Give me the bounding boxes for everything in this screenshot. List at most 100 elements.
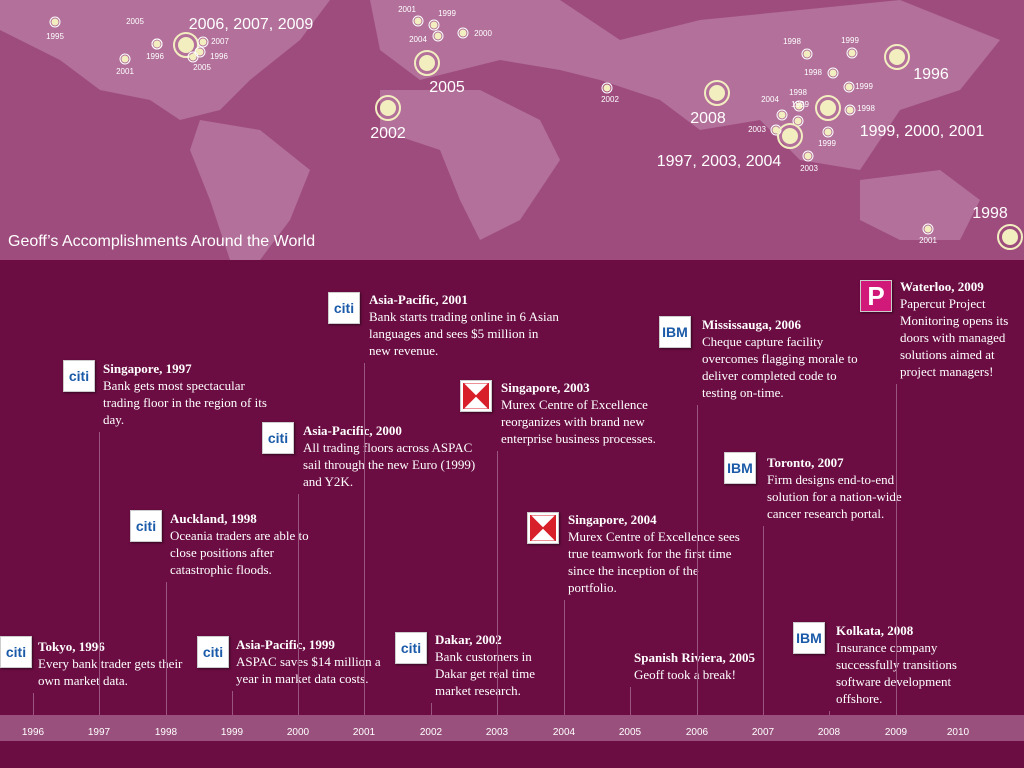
marker-ring (777, 123, 803, 149)
marker-ring (801, 48, 813, 60)
event: Kolkata, 2008 Insurance company successfu… (836, 622, 986, 707)
marker-ring (49, 16, 61, 28)
event-title: Mississauga, 2006 (702, 317, 801, 332)
marker-ring (776, 109, 788, 121)
year-label: 2002 (419, 727, 443, 738)
marker-label: 2003 (800, 164, 818, 173)
marker-ring (375, 95, 401, 121)
event: Asia-Pacific, 1999 ASPAC saves $14 millio… (236, 636, 396, 687)
marker-ring (822, 126, 834, 138)
connector-line (564, 600, 565, 715)
event-text: ASPAC saves $14 million a year in market… (236, 654, 381, 686)
marker-label: 1999 (438, 9, 456, 18)
marker (820, 100, 836, 116)
event: Dakar, 2002 Bank customers in Dakar get r… (435, 631, 560, 699)
event-title: Tokyo, 1996 (38, 639, 105, 654)
connector-line (33, 693, 34, 715)
marker (824, 128, 832, 136)
marker-ring (793, 100, 805, 112)
marker (153, 40, 161, 48)
event-text: Murex Centre of Excellence reorganizes w… (501, 397, 656, 446)
year-label: 2004 (552, 727, 576, 738)
marker (845, 83, 853, 91)
marker-label: 2005 (429, 79, 465, 96)
connector-line (364, 363, 365, 715)
continents (0, 0, 1000, 260)
marker-ring (457, 27, 469, 39)
marker (848, 49, 856, 57)
connector-line (431, 703, 432, 715)
marker-label: 2008 (690, 110, 726, 127)
marker (459, 29, 467, 37)
marker-ring (187, 51, 199, 63)
marker-ring (843, 81, 855, 93)
marker-ring (704, 80, 730, 106)
world-map: Geoff’s Accomplishments Around the World… (0, 0, 1024, 260)
event: Singapore, 1997 Bank gets most spectacula… (103, 360, 283, 428)
event-title: Auckland, 1998 (170, 511, 257, 526)
event-title: Singapore, 1997 (103, 361, 192, 376)
company-logo: citi (130, 510, 162, 542)
company-logo: citi (395, 632, 427, 664)
marker (795, 102, 803, 110)
logo-mark (530, 515, 556, 541)
map-markers: 1995 2005 1996 2001 2006, 2007, 2009 2007 1996… (46, 5, 1023, 250)
company-logo: IBM (793, 622, 825, 654)
event-title: Kolkata, 2008 (836, 623, 914, 638)
event-text: Murex Centre of Excellence sees true tea… (568, 529, 740, 595)
event: Singapore, 2003 Murex Centre of Excellenc… (501, 379, 686, 447)
event: Asia-Pacific, 2000 All trading floors acr… (303, 422, 483, 490)
marker (603, 84, 611, 92)
event-title: Asia-Pacific, 2000 (303, 423, 402, 438)
company-logo (527, 512, 559, 544)
marker-ring (815, 95, 841, 121)
marker-label: 1998 (857, 104, 875, 113)
company-logo (460, 380, 492, 412)
marker (794, 117, 802, 125)
marker (709, 85, 725, 101)
marker (924, 225, 932, 233)
marker (434, 32, 442, 40)
event-text: Bank starts trading online in 6 Asian la… (369, 309, 559, 358)
company-logo: citi (262, 422, 294, 454)
year-label: 2003 (485, 727, 509, 738)
event-title: Singapore, 2004 (568, 512, 657, 527)
marker-label: 1998 (804, 68, 822, 77)
connector-line (630, 687, 631, 715)
event-title: Dakar, 2002 (435, 632, 502, 647)
event-title: Asia-Pacific, 2001 (369, 292, 468, 307)
company-logo: citi (328, 292, 360, 324)
event-title: Waterloo, 2009 (900, 279, 984, 294)
marker-ring (922, 223, 934, 235)
event-text: Firm designs end-to-end solution for a n… (767, 472, 902, 521)
year-label: 2005 (618, 727, 642, 738)
event-text: Insurance company successfully transitio… (836, 640, 957, 706)
connector-line (697, 405, 698, 715)
company-logo: IBM (659, 316, 691, 348)
marker-label: 2005 (193, 63, 211, 72)
connector-line (763, 526, 764, 715)
marker-ring (997, 224, 1023, 250)
event-text: Every bank trader gets their own market … (38, 656, 183, 688)
year-label: 1997 (87, 727, 111, 738)
connector-line (896, 384, 897, 715)
marker-ring (884, 44, 910, 70)
marker-ring (846, 47, 858, 59)
connector-line (497, 451, 498, 715)
connector-line (232, 691, 233, 715)
connector-line (298, 494, 299, 715)
marker (803, 50, 811, 58)
marker (419, 55, 435, 71)
marker-ring (412, 15, 424, 27)
marker-label: 2001 (398, 5, 416, 14)
company-logo: citi (63, 360, 95, 392)
event-text: Oceania traders are able to close positi… (170, 528, 309, 577)
marker-label: 1996 (146, 52, 164, 61)
marker-label: 1996 (913, 66, 949, 83)
marker-label: 2002 (370, 125, 406, 142)
marker-ring (770, 124, 782, 136)
timeline-axis (0, 715, 1024, 741)
marker-label: 1995 (46, 32, 64, 41)
year-label: 2010 (946, 727, 970, 738)
